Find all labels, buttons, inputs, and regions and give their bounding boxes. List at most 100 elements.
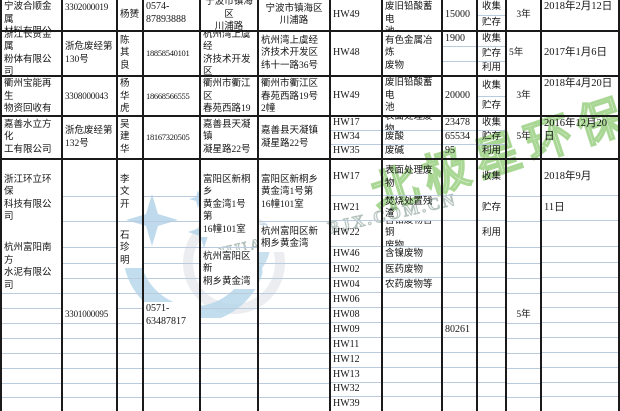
company-name: 浙江环立环保 科技有限公司 <box>2 172 61 225</box>
quantity-cell <box>443 47 476 62</box>
issue-date-cell <box>542 383 618 397</box>
cell-quantity: 80261 <box>443 160 478 411</box>
mode-cell <box>478 397 505 411</box>
cell-contact-name: 吴 建 华 <box>118 117 144 160</box>
hw-code-cell: HW09 <box>331 323 381 338</box>
mode-cell: 贮存 <box>478 47 505 62</box>
table-row: 浙江长贵金属 粉体有限公司 浙危废经第 130号 陈 其 良 188585401… <box>0 32 620 77</box>
hw-code-cell: HW39 <box>333 397 360 409</box>
cell-disposal-modes: 收集 贮存 利用 <box>478 160 507 411</box>
issue-date-cell <box>542 263 618 278</box>
issue-date-cell <box>542 278 618 293</box>
cell-hw-code: HW49 <box>331 77 383 117</box>
waste-type-cell: 废酸 <box>383 131 441 145</box>
cell-hw-code: HW49 <box>331 0 383 32</box>
quantity-cell <box>443 160 476 196</box>
cell-validity-years: 3年 <box>507 0 542 32</box>
hw-code-cell: HW08 <box>331 308 381 323</box>
cell-permit-number: 3302000019 <box>63 0 118 32</box>
cell-disposal-modes: 收集 贮存 <box>478 77 507 117</box>
table-row: 衢州宝能再生 物资回收有限 公司 3308000043 杨 华 虎 186685… <box>0 77 620 117</box>
cell-permit-number: 浙危废经第 130号 <box>63 32 118 77</box>
cell-waste-type: 废旧铅酸蓄电 池 <box>383 77 443 117</box>
quantity-cell: 80261 <box>443 323 476 338</box>
mode-cell <box>478 338 505 353</box>
mode-cell: 利用 <box>478 221 505 247</box>
address: 杭州富阳区新 桐乡黄金湾 <box>259 224 329 252</box>
cell-address-1: 富阳区新桐乡 黄金湾1号第 16幢101室 杭州富阳区新 桐乡黄金湾 <box>201 160 259 411</box>
issue-date-cell: 2018年9月 <box>542 160 618 196</box>
cell-quantity: 23478 65534 95 <box>443 117 478 160</box>
address: 富阳区新桐乡 黄金湾1号第 16幢101室 <box>259 172 329 212</box>
issue-date-cell <box>542 338 618 353</box>
table-row: 嘉善水立方化 工有限公司 浙危废经第 132号 吴 建 华 1816732050… <box>0 117 620 160</box>
hw-code-cell: HW12 <box>331 353 381 368</box>
mode-cell: 贮存 <box>481 100 501 111</box>
permit-number: 3301000095 <box>63 307 116 322</box>
mode-cell: 贮存 <box>481 17 501 28</box>
mode-cell: 收集 <box>478 117 505 131</box>
quantity-cell <box>443 196 476 221</box>
cell-validity-years: 5年 <box>507 117 542 160</box>
cell-disposal-modes: 收集 贮存 利用 <box>478 117 507 160</box>
quantity-cell <box>443 308 476 323</box>
cell-address-2: 富阳区新桐乡 黄金湾1号第 16幢101室 杭州富阳区新 桐乡黄金湾 <box>259 160 331 411</box>
address: 杭州富阳区新 桐乡黄金湾 <box>201 249 257 289</box>
cell-permit-number: 3301000095 <box>63 160 118 411</box>
cell-contact-name: 李 文 开 石 珍 明 <box>118 160 144 411</box>
cell-validity-years: 5年 <box>507 160 542 411</box>
contact-name: 李 文 开 <box>118 172 142 212</box>
hw-code-cell: HW46 <box>331 247 381 263</box>
cell-issue-date: 2017年1月6日 <box>542 32 620 77</box>
quantity-cell <box>443 247 476 263</box>
cell-company-name: 浙江环立环保 科技有限公司 杭州富阳南方 水泥有限公司 <box>0 160 63 411</box>
waste-type-cell: 医药废物 <box>383 263 441 278</box>
cell-address-2: 衢州市衢江区 春苑西路19号 2幢 <box>259 77 331 117</box>
contact-name: 石 珍 明 <box>118 228 142 268</box>
quantity-cell <box>443 221 476 247</box>
quantity-cell <box>443 278 476 293</box>
hw-code-cell: HW02 <box>331 263 381 278</box>
mode-cell: 收集 <box>478 160 505 196</box>
waste-type-cell <box>383 293 441 308</box>
hw-code-cell: HW13 <box>331 368 381 383</box>
cell-contact-name: 杨 华 虎 <box>118 77 144 117</box>
quantity-cell <box>443 353 476 368</box>
cell-address-1: 杭州湾上虞经 济技术开发区 <box>201 32 259 77</box>
quantity-cell: 1900 <box>443 32 476 47</box>
mode-cell <box>478 263 505 278</box>
cell-disposal-modes: 收集 贮存 利用 <box>478 32 507 77</box>
cell-phone: 0571- 63487817 <box>144 160 201 411</box>
cell-contact-name: 杨赟 <box>118 0 144 32</box>
quantity-cell <box>443 368 476 383</box>
cell-permit-number: 3308000043 <box>63 77 118 117</box>
mode-cell <box>478 278 505 293</box>
waste-type-cell <box>383 353 441 368</box>
issue-date-cell <box>542 353 618 368</box>
hw-code-cell: HW06 <box>331 293 381 308</box>
quantity-cell: 65534 <box>443 131 476 145</box>
mode-cell <box>478 247 505 263</box>
issue-date-cell <box>542 221 618 247</box>
quantity-cell <box>443 383 476 397</box>
address: 富阳区新桐乡 黄金湾1号第 16幢101室 <box>201 172 257 237</box>
phone-number: 0571- 63487817 <box>144 302 199 329</box>
waste-type-cell: 农药废物等 <box>383 278 441 293</box>
cell-phone: 0574- 87893888 <box>144 0 201 32</box>
mode-cell: 收集 <box>478 0 505 16</box>
cell-issue-date: 2018年4月20日 <box>542 77 620 117</box>
company-name: 杭州富阳南方 水泥有限公司 <box>2 241 61 293</box>
cell-quantity: 1900 <box>443 32 478 77</box>
cell-address-2: 嘉善县天凝镇 凝星路22号 <box>259 117 331 160</box>
cell-phone: 18858540101 <box>144 32 201 77</box>
hw-code-cell: HW35 <box>333 145 360 157</box>
cell-issue-date: 2018年9月 11日 <box>542 160 620 411</box>
table-row: 浙江环立环保 科技有限公司 杭州富阳南方 水泥有限公司 3301000095 李… <box>0 160 620 411</box>
mode-cell: 利用 <box>481 63 501 74</box>
quantity-cell <box>443 397 476 411</box>
issue-date-cell: 11日 <box>542 196 618 221</box>
cell-quantity: 15000 <box>443 0 478 32</box>
waste-type-cell <box>383 368 441 383</box>
mode-cell <box>478 368 505 383</box>
cell-company-name: 嘉善水立方化 工有限公司 <box>0 117 63 160</box>
